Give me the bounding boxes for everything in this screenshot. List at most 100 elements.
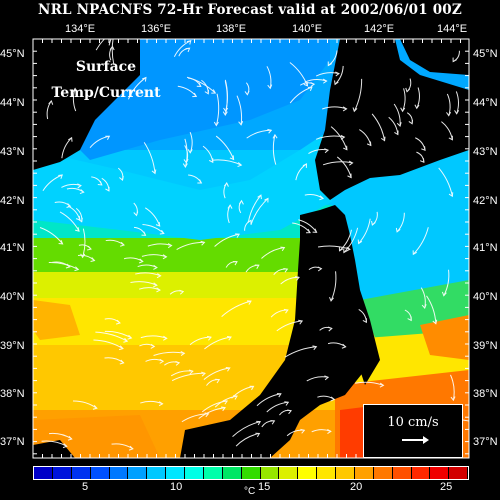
colorbar-cell: [71, 467, 91, 479]
streamline-arrowhead: [324, 148, 330, 154]
lat-label-left-40: 40°N: [0, 291, 25, 303]
streamline: [276, 320, 303, 332]
streamline-arrowhead: [75, 215, 81, 221]
streamline-arrowhead: [343, 145, 348, 151]
streamline-arrowhead: [118, 345, 124, 351]
land-kuril-edge: [400, 39, 469, 75]
velocity-scale-label: 10 cm/s: [387, 415, 439, 430]
streamline: [289, 86, 313, 104]
streamline-arrowhead: [225, 366, 231, 372]
streamline-arrowhead: [97, 181, 103, 186]
streamline: [330, 126, 348, 150]
streamline-arrowhead: [280, 246, 286, 252]
streamline-arrowhead: [300, 428, 306, 434]
streamline: [39, 227, 64, 245]
land-nw-coast: [33, 39, 100, 150]
streamline-arrowhead: [405, 87, 411, 93]
streamline-arrowhead: [247, 219, 252, 225]
streamline-arrowhead: [67, 435, 73, 441]
streamline-arrowhead: [312, 345, 318, 351]
streamline-arrowhead: [379, 382, 385, 388]
streamline-arrowhead: [446, 111, 452, 117]
streamline: [272, 134, 277, 165]
streamline-arrowhead: [324, 375, 330, 381]
streamline-arrowhead: [233, 395, 238, 400]
streamline-arrowhead: [295, 276, 300, 281]
current-streamlines: [39, 39, 469, 454]
streamline: [236, 95, 243, 125]
streamline-arrowhead: [276, 392, 282, 398]
streamline: [59, 211, 80, 232]
streamline-arrowhead: [138, 258, 144, 264]
streamline-arrowhead: [156, 287, 161, 293]
streamline-arrowhead: [58, 240, 64, 245]
colorbar-cell: [34, 467, 53, 479]
streamline-arrowhead: [342, 106, 348, 112]
streamline-arrowhead: [338, 246, 344, 252]
streamline: [41, 440, 68, 447]
streamline-arrowhead: [204, 89, 210, 95]
streamline-arrowhead: [66, 203, 72, 209]
lat-label-right-39: 39°N: [473, 340, 498, 352]
colorbar-cell: [411, 467, 431, 479]
streamline-arrowhead: [150, 343, 156, 349]
streamline-arrowhead: [235, 233, 240, 238]
streamline: [322, 106, 347, 110]
streamline-arrowhead: [346, 246, 351, 252]
streamline: [95, 331, 128, 342]
streamline-arrowhead: [343, 248, 348, 254]
temperature-colorbar: [33, 466, 469, 480]
streamline-arrowhead: [115, 319, 121, 325]
lat-label-left-38: 38°N: [0, 388, 25, 400]
streamline-arrowhead: [141, 231, 147, 236]
streamline-arrowhead: [179, 289, 185, 295]
streamline-arrowhead: [307, 86, 313, 92]
colorbar-cell: [354, 467, 374, 479]
lon-label-136: 136°E: [141, 23, 172, 35]
streamline-arrowhead: [209, 158, 214, 164]
streamline-arrowhead: [105, 135, 111, 141]
streamline-arrowhead: [408, 119, 414, 125]
streamline: [140, 335, 167, 339]
streamline-arrowhead: [62, 443, 68, 449]
streamline: [316, 135, 345, 140]
colorbar-tick-25: 25: [440, 481, 453, 493]
axis-ticks: [32, 38, 469, 458]
chart-title: NRL NPACNFS 72-Hr Forecast valid at 2002…: [38, 2, 462, 18]
lon-label-142: 142°E: [364, 23, 395, 35]
streamline-arrowhead: [196, 82, 202, 87]
streamline: [198, 407, 226, 419]
streamline-arrowhead: [347, 173, 352, 179]
streamline-arrowhead: [244, 90, 250, 96]
streamline: [358, 218, 371, 244]
lat-label-right-41: 41°N: [473, 242, 498, 254]
colorbar-cell: [241, 467, 261, 479]
streamline-arrowhead: [306, 228, 311, 234]
colorbar-cell: [336, 467, 355, 479]
streamline-arrowhead: [283, 308, 289, 314]
streamline-arrowhead: [133, 211, 139, 217]
streamline-arrowhead: [322, 78, 328, 84]
streamline: [93, 339, 124, 350]
streamline-arrowhead: [412, 250, 418, 256]
sst-west-orange: [33, 300, 80, 340]
streamline-arrowhead: [284, 401, 290, 406]
streamline-arrowhead: [357, 239, 363, 245]
streamline-arrowhead: [119, 359, 125, 365]
colorbar-cell: [298, 467, 318, 479]
streamline-arrowhead: [229, 155, 235, 161]
colorbar-cell: [109, 467, 129, 479]
layer-title-line2: Temp/Current: [51, 85, 161, 101]
colorbar-tick-15: 15: [258, 481, 271, 493]
streamline-arrowhead: [395, 227, 401, 233]
streamline: [221, 300, 252, 317]
streamline-arrowhead: [197, 179, 203, 184]
streamline-arrowhead: [109, 45, 115, 51]
streamline: [147, 243, 172, 247]
streamline-arrowhead: [371, 220, 376, 226]
streamline: [49, 432, 73, 440]
velocity-scale-legend: 10 cm/s: [363, 404, 463, 458]
streamline-arrowhead: [119, 176, 124, 181]
streamline-arrowhead: [153, 282, 158, 288]
